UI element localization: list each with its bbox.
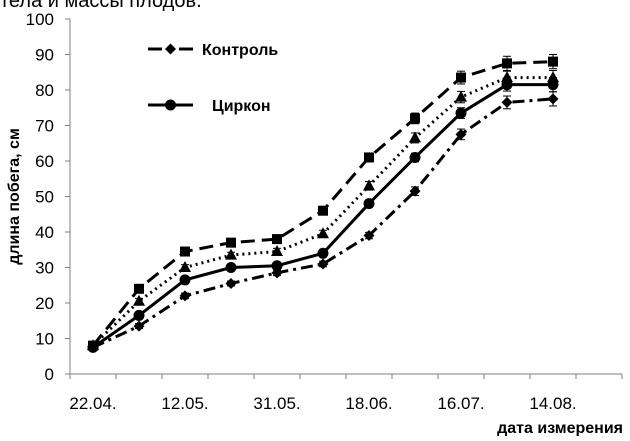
data-point	[317, 247, 329, 259]
series-line	[92, 97, 554, 349]
data-point	[455, 90, 467, 102]
series-4	[88, 54, 558, 351]
series-line	[92, 83, 553, 349]
data-point	[409, 151, 421, 163]
x-tick-label: 12.05.	[161, 394, 208, 413]
y-tick-label: 100	[26, 10, 54, 29]
y-tick-label: 90	[35, 46, 54, 65]
x-tick-label: 22.04.	[69, 394, 116, 413]
legend-label: Циркон	[212, 98, 271, 115]
data-point	[133, 294, 145, 306]
y-tick-label: 70	[35, 117, 54, 136]
data-point	[179, 261, 191, 272]
data-point	[364, 152, 374, 163]
data-point	[501, 96, 513, 108]
data-point	[363, 179, 375, 191]
y-tick-label: 30	[35, 259, 54, 278]
data-point	[272, 234, 282, 245]
data-point	[409, 185, 421, 197]
y-tick-label: 50	[35, 188, 54, 207]
series-1	[87, 91, 559, 353]
data-point	[455, 128, 467, 140]
data-point	[409, 131, 421, 143]
y-tick-label: 20	[35, 294, 54, 313]
data-point	[133, 320, 145, 332]
x-tick-label: 14.08.	[529, 394, 576, 413]
data-point	[547, 71, 559, 83]
data-point	[502, 58, 512, 69]
y-tick-label: 0	[45, 365, 54, 384]
data-point	[317, 227, 329, 239]
data-point	[225, 262, 237, 273]
y-tick-label: 10	[35, 330, 54, 349]
legend-item: Контроль	[148, 42, 278, 59]
data-point	[271, 260, 283, 272]
data-point	[317, 258, 329, 270]
data-point	[271, 245, 283, 257]
data-point	[547, 93, 559, 105]
top-text-fragment: тела и массы плодов.	[0, 0, 202, 12]
data-point	[410, 113, 420, 124]
x-tick-label: 31.05.	[253, 394, 300, 413]
x-tick-label: 18.06.	[345, 394, 392, 413]
data-point	[318, 205, 328, 216]
data-point	[226, 237, 236, 248]
data-point	[456, 72, 466, 83]
data-point	[363, 198, 375, 210]
y-axis-title: длина побега, см	[6, 128, 23, 265]
data-point	[548, 56, 558, 67]
data-point	[455, 107, 467, 119]
data-point	[363, 230, 375, 242]
y-tick-label: 40	[35, 223, 54, 242]
data-point	[225, 277, 237, 289]
x-axis-title: дата измерения	[497, 420, 623, 436]
series-3	[87, 69, 559, 351]
data-point	[134, 283, 144, 294]
data-point	[180, 246, 190, 257]
data-point	[179, 274, 191, 286]
data-point	[88, 340, 98, 351]
data-point	[133, 309, 145, 321]
legend-item: Циркон	[148, 98, 271, 115]
legend-marker	[165, 99, 176, 111]
y-tick-label: 60	[35, 152, 54, 171]
y-tick-label: 80	[35, 81, 54, 100]
data-point	[225, 248, 237, 260]
legend-marker	[165, 43, 176, 55]
data-point	[501, 71, 513, 83]
legend-label: Контроль	[202, 42, 278, 59]
x-tick-label: 16.07.	[437, 394, 484, 413]
data-point	[179, 290, 191, 302]
